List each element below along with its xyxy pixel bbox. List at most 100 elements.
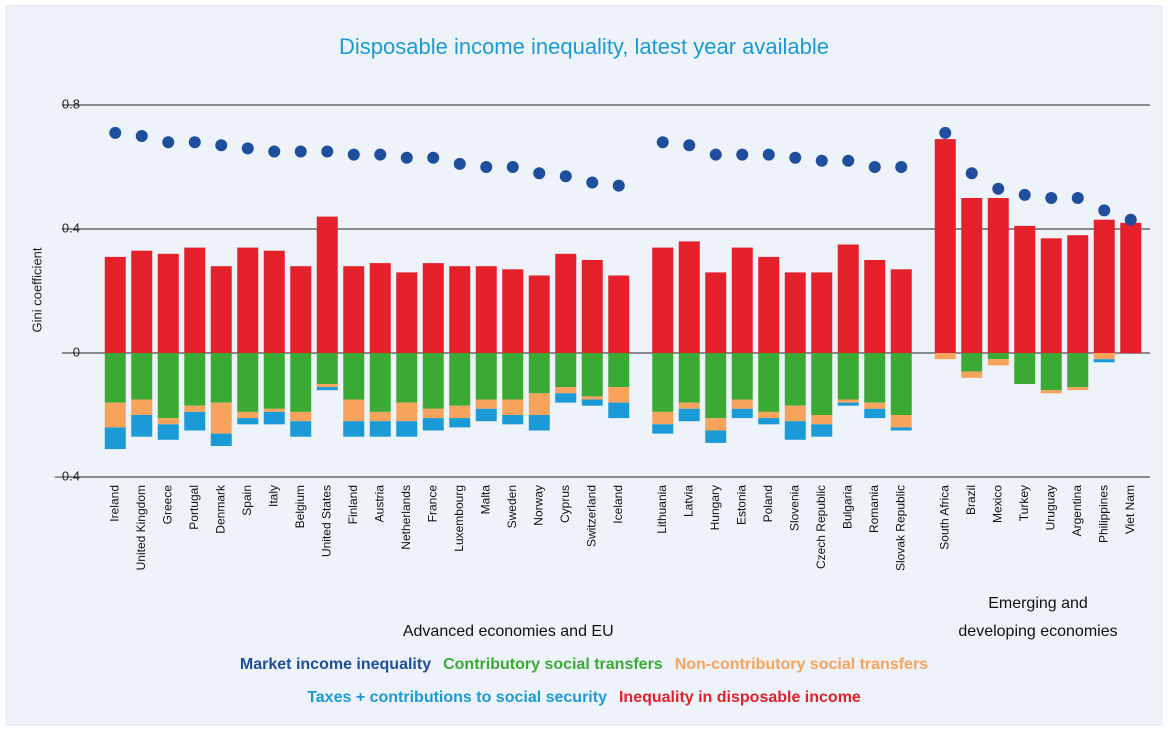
dot	[215, 139, 228, 152]
bar-segment	[263, 353, 285, 409]
bar-segment	[210, 353, 232, 403]
x-tick-label: Hungary	[708, 485, 722, 530]
bar-segment	[449, 353, 471, 406]
dot	[268, 145, 281, 158]
x-tick-label: Philippines	[1096, 485, 1110, 543]
bar-segment	[1067, 235, 1089, 353]
bar-segment	[316, 384, 338, 388]
dot	[188, 136, 201, 149]
bar-segment	[210, 266, 232, 353]
bar-segment	[837, 402, 859, 406]
bar-segment	[502, 399, 524, 415]
x-tick-label: United States	[319, 485, 333, 557]
dot	[762, 148, 775, 161]
bar-segment	[263, 408, 285, 412]
bar-segment	[290, 353, 312, 412]
group-label: developing economies	[958, 623, 1117, 640]
bar-segment	[343, 266, 365, 353]
bar-segment	[837, 399, 859, 403]
y-tick-label: 0	[73, 344, 80, 359]
bar-segment	[705, 272, 727, 353]
bar-segment	[157, 424, 179, 440]
x-tick-label: Denmark	[213, 484, 227, 534]
y-tick-label: 0.8	[62, 96, 80, 111]
bar-segment	[528, 393, 550, 415]
bar-segment	[475, 353, 497, 400]
bar-segment	[157, 353, 179, 419]
x-tick-label: South Africa	[937, 485, 951, 550]
bar-segment	[1120, 222, 1142, 353]
bar-segment	[263, 250, 285, 353]
x-tick-label: Romania	[867, 485, 881, 533]
bar-segment	[581, 260, 603, 353]
x-tick-label: Belgium	[293, 485, 307, 528]
bar-segment	[184, 411, 206, 431]
dot	[586, 176, 599, 189]
bar-segment	[678, 241, 700, 353]
x-tick-label: Netherlands	[399, 485, 413, 550]
bar-segment	[184, 247, 206, 353]
bar-segment	[890, 427, 912, 431]
bar-segment	[837, 353, 859, 400]
bar-segment	[731, 399, 753, 409]
x-tick-label: Poland	[761, 485, 775, 522]
bar-segment	[396, 402, 418, 422]
bar-segment	[237, 418, 259, 425]
bar-segment	[290, 421, 312, 437]
legend-entry: Non-contributory social transfers	[675, 656, 928, 673]
bar-segment	[131, 415, 153, 437]
bar-segment	[811, 353, 833, 415]
x-tick-label: Mexico	[990, 485, 1004, 523]
bar-segment	[343, 353, 365, 400]
bar-segment	[608, 387, 630, 403]
x-tick-label: Slovak Republic	[893, 485, 907, 571]
bar-segment	[396, 421, 418, 437]
bar-segment	[731, 353, 753, 400]
dot	[992, 182, 1005, 195]
bar-segment	[157, 253, 179, 353]
bar-segment	[316, 353, 338, 384]
bar-segment	[369, 411, 391, 422]
bar-segment	[555, 253, 577, 353]
bar-segment	[369, 263, 391, 353]
x-tick-label: Italy	[266, 485, 280, 507]
group-label: Emerging and	[988, 595, 1088, 612]
dot	[1045, 192, 1058, 204]
dot	[347, 148, 360, 161]
bar-segment	[290, 411, 312, 422]
bar-segment	[422, 263, 444, 353]
x-tick-label: Sweden	[505, 485, 519, 528]
dot	[815, 154, 828, 167]
bar-segment	[316, 216, 338, 353]
bar-segment	[1040, 390, 1062, 394]
bar-segment	[449, 266, 471, 353]
x-tick-label: Greece	[160, 485, 174, 525]
dot	[453, 157, 466, 170]
bar-segment	[934, 353, 956, 360]
bar-segment	[705, 418, 727, 431]
bar-segment	[811, 424, 833, 437]
bar-segment	[528, 415, 550, 431]
x-tick-label: Turkey	[1017, 485, 1031, 521]
bar-segment	[652, 411, 674, 425]
bar-segment	[837, 244, 859, 353]
bar-segment	[422, 353, 444, 409]
x-tick-label: Cyprus	[558, 485, 572, 523]
chart-title: Disposable income inequality, latest yea…	[339, 34, 829, 59]
x-tick-label: Czech Republic	[814, 485, 828, 569]
bar-segment	[104, 353, 126, 403]
dot	[1018, 188, 1031, 201]
bar-segment	[890, 415, 912, 428]
legend-entry: Taxes + contributions to social security	[307, 689, 607, 706]
dot	[294, 145, 307, 158]
bar-segment	[104, 427, 126, 450]
bar-segment	[784, 405, 806, 422]
bar-segment	[210, 402, 232, 434]
bar-segment	[422, 408, 444, 419]
bar-segment	[784, 421, 806, 440]
x-tick-label: Luxembourg	[452, 485, 466, 552]
bar-segment	[678, 408, 700, 422]
bar-segment	[555, 393, 577, 403]
bar-segment	[449, 418, 471, 428]
bar-segment	[758, 411, 780, 419]
